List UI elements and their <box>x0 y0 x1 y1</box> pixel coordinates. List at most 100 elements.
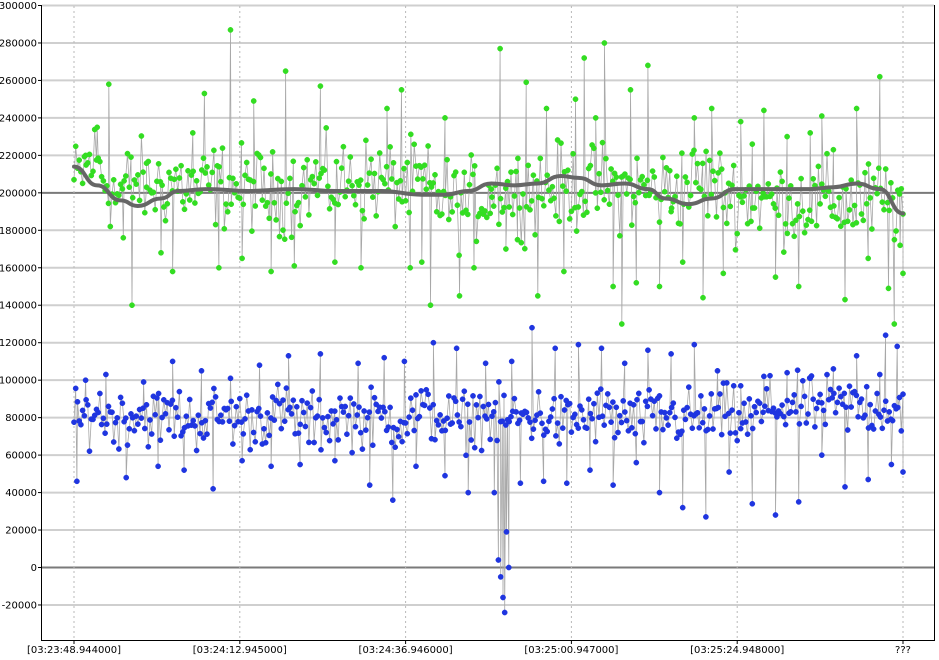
green-data-point <box>897 242 903 249</box>
blue-data-point <box>587 467 593 473</box>
blue-data-point <box>827 386 834 393</box>
green-data-point <box>616 232 623 239</box>
blue-data-point <box>382 408 388 415</box>
green-data-point <box>473 238 480 245</box>
green-data-point <box>466 181 473 188</box>
green-data-point <box>230 175 236 182</box>
green-data-point <box>287 175 293 182</box>
green-data-point <box>291 263 298 269</box>
green-data-point <box>178 162 184 169</box>
blue-data-point <box>152 411 159 418</box>
green-data-point <box>269 149 276 155</box>
green-data-point <box>121 178 127 184</box>
blue-data-point <box>300 409 307 416</box>
blue-data-point <box>508 358 515 365</box>
blue-data-point <box>591 400 597 407</box>
blue-data-point <box>138 415 145 421</box>
blue-data-point <box>799 377 806 384</box>
blue-data-point <box>331 408 338 414</box>
green-data-point <box>649 168 656 174</box>
green-data-point <box>784 133 790 140</box>
blue-data-point <box>572 411 578 418</box>
green-data-point <box>865 255 872 262</box>
green-data-point <box>497 195 504 202</box>
blue-data-point <box>388 439 395 446</box>
blue-data-point <box>114 415 121 421</box>
green-data-point <box>224 208 231 215</box>
green-data-point <box>623 191 630 197</box>
blue-data-point <box>155 390 162 397</box>
blue-data-point <box>801 393 808 400</box>
green-data-point <box>700 294 706 301</box>
green-data-point <box>333 158 340 165</box>
blue-data-point <box>494 437 500 444</box>
green-data-point <box>100 178 107 184</box>
x-tick-label: [03:24:12.945000] <box>193 645 287 656</box>
green-data-point <box>233 180 240 187</box>
smoothed-trend-line <box>72 164 905 216</box>
blue-data-point <box>483 416 490 422</box>
green-data-point <box>651 174 658 180</box>
blue-data-point <box>610 399 616 405</box>
blue-data-point <box>717 391 723 397</box>
blue-data-point <box>430 339 437 346</box>
green-data-point <box>249 228 255 234</box>
green-data-point <box>325 183 331 190</box>
green-data-point <box>513 168 519 175</box>
blue-data-point <box>704 426 711 433</box>
blue-data-point <box>597 386 604 392</box>
blue-data-point <box>116 446 122 452</box>
blue-data-point <box>207 405 214 411</box>
green-data-point <box>677 221 684 227</box>
blue-data-point <box>238 419 245 425</box>
green-data-point <box>734 230 741 237</box>
green-data-point <box>288 234 295 241</box>
blue-data-point <box>858 396 865 402</box>
green-data-point <box>572 96 579 103</box>
blue-data-point <box>226 418 233 425</box>
blue-data-point <box>848 404 855 410</box>
blue-data-point <box>309 388 316 394</box>
blue-data-point <box>192 423 198 429</box>
blue-data-point <box>183 413 190 420</box>
blue-data-point <box>233 403 240 410</box>
green-data-point <box>369 194 376 200</box>
blue-data-point <box>491 489 498 496</box>
blue-data-point <box>726 469 732 475</box>
green-data-point <box>592 190 599 196</box>
blue-data-point <box>544 428 551 435</box>
green-data-point <box>150 189 157 196</box>
green-data-point <box>489 194 495 200</box>
blue-data-point <box>803 420 810 426</box>
green-data-point <box>133 181 140 187</box>
green-data-point <box>317 83 324 89</box>
green-data-point <box>76 157 83 163</box>
green-data-point <box>610 283 616 290</box>
green-data-point <box>136 197 143 204</box>
blue-data-point <box>496 379 502 385</box>
y-tick-label: 20000 <box>5 526 37 537</box>
blue-data-point <box>252 438 259 445</box>
blue-data-point <box>316 396 323 403</box>
blue-data-point <box>98 421 105 428</box>
blue-data-point <box>198 367 205 374</box>
blue-data-point <box>466 419 473 425</box>
blue-data-point <box>364 414 371 421</box>
green-data-point <box>141 209 148 216</box>
blue-data-point <box>886 409 893 415</box>
blue-data-point <box>900 469 906 475</box>
green-data-point <box>810 175 817 182</box>
green-data-point <box>830 146 837 153</box>
green-data-point <box>373 213 380 219</box>
blue-data-point <box>381 354 388 361</box>
green-data-point <box>257 154 264 161</box>
blue-data-point <box>761 373 767 380</box>
green-data-point <box>179 198 186 205</box>
blue-data-point <box>444 415 450 422</box>
green-data-point <box>869 226 875 232</box>
blue-data-point <box>452 398 459 405</box>
blue-data-point <box>378 415 385 421</box>
blue-data-point <box>732 430 739 436</box>
blue-data-point <box>532 417 538 424</box>
blue-data-point <box>290 397 297 404</box>
